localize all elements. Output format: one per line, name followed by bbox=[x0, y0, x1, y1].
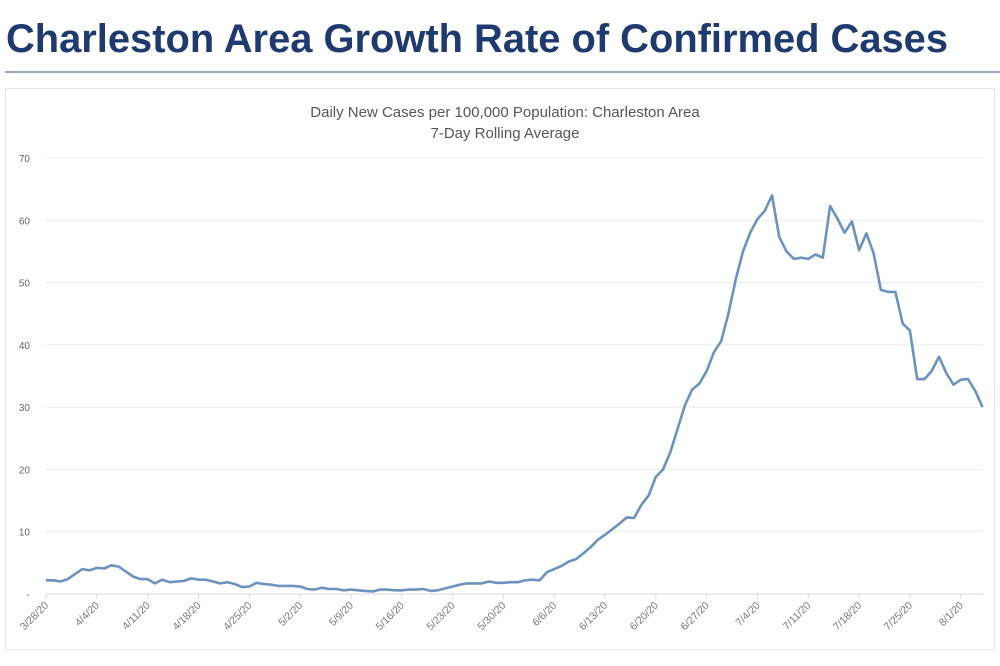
y-tick-label: 60 bbox=[19, 216, 31, 227]
y-tick-label: 50 bbox=[19, 279, 31, 290]
x-tick-label: 5/30/20 bbox=[475, 600, 508, 633]
x-tick-label: 5/23/20 bbox=[424, 600, 457, 633]
y-tick-label: 70 bbox=[19, 154, 31, 165]
chart-subtitle: 7-Day Rolling Average bbox=[431, 125, 580, 142]
x-tick-label: 6/27/20 bbox=[679, 600, 712, 633]
x-tick-label: 4/4/20 bbox=[73, 600, 102, 629]
x-tick-label: 6/20/20 bbox=[628, 600, 661, 633]
x-tick-label: 3/28/20 bbox=[18, 600, 51, 633]
page-heading-text: Charleston Area Growth Rate of Confirmed… bbox=[6, 17, 948, 61]
x-tick-label: 7/11/20 bbox=[781, 600, 814, 633]
series-line bbox=[46, 194, 984, 593]
y-tick-label: 10 bbox=[19, 528, 31, 539]
y-tick-label: 40 bbox=[19, 341, 31, 352]
x-tick-label: 4/25/20 bbox=[221, 600, 254, 633]
x-tick-label: 5/2/20 bbox=[276, 600, 305, 629]
y-tick-label: - bbox=[27, 590, 30, 601]
x-tick-label: 7/4/20 bbox=[733, 600, 762, 629]
x-tick-label: 6/13/20 bbox=[577, 600, 610, 633]
chart-frame bbox=[5, 88, 995, 650]
x-tick-label: 5/9/20 bbox=[327, 600, 356, 629]
x-tick-label: 5/16/20 bbox=[374, 600, 407, 633]
y-tick-label: 20 bbox=[19, 465, 31, 476]
x-tick-label: 8/1/20 bbox=[937, 600, 966, 629]
heading-divider bbox=[5, 71, 1000, 73]
x-tick-label: 7/25/20 bbox=[882, 600, 915, 633]
x-tick-label: 4/11/20 bbox=[120, 600, 153, 633]
y-tick-label: 30 bbox=[19, 403, 31, 414]
x-tick-label: 4/18/20 bbox=[170, 600, 203, 633]
x-tick-label: 7/18/20 bbox=[831, 600, 864, 633]
x-tick-label: 6/6/20 bbox=[530, 600, 559, 629]
page-heading: Charleston Area Growth Rate of Confirmed… bbox=[6, 17, 948, 61]
chart-title: Daily New Cases per 100,000 Population: … bbox=[310, 104, 700, 121]
